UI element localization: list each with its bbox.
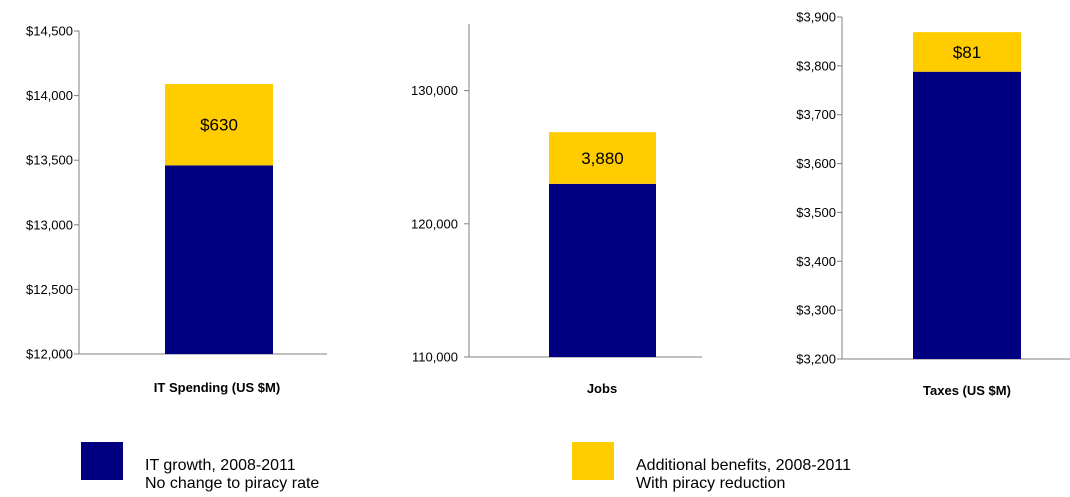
data-label: $630 bbox=[200, 116, 238, 135]
y-tick-label: $3,800 bbox=[796, 58, 836, 73]
legend-label-line2: With piracy reduction bbox=[636, 475, 786, 492]
y-tick-label: 130,000 bbox=[411, 83, 458, 98]
y-tick-label: $14,500 bbox=[26, 24, 73, 39]
y-tick-label: $13,000 bbox=[26, 217, 73, 232]
bar-segment-base bbox=[549, 183, 656, 357]
data-label: 3,880 bbox=[581, 149, 624, 168]
y-tick-label: $3,600 bbox=[796, 156, 836, 171]
y-tick-label: $3,900 bbox=[796, 10, 836, 25]
chart-title: Taxes (US $M) bbox=[923, 383, 1011, 398]
bar-segment-additional bbox=[549, 132, 656, 184]
y-tick-label: $14,000 bbox=[26, 88, 73, 103]
y-tick-label: $3,400 bbox=[796, 254, 836, 269]
chart-title: IT Spending (US $M) bbox=[154, 380, 280, 395]
y-tick-label: $12,500 bbox=[26, 282, 73, 297]
chart-title: Jobs bbox=[587, 381, 617, 396]
y-tick-label: 110,000 bbox=[412, 350, 458, 365]
legend-swatch-additional bbox=[572, 442, 614, 480]
legend-label-line2: No change to piracy rate bbox=[145, 475, 320, 492]
data-label: $81 bbox=[953, 43, 981, 62]
y-tick-label: $3,500 bbox=[796, 205, 836, 220]
y-tick-label: $12,000 bbox=[26, 347, 73, 362]
bar-segment-additional bbox=[913, 32, 1021, 72]
legend-item-additional-benefits: Additional benefits, 2008-2011 With pira… bbox=[572, 442, 851, 493]
bar-segment-base bbox=[913, 71, 1021, 359]
bar-segment-additional bbox=[165, 83, 273, 166]
y-tick-label: $13,500 bbox=[26, 153, 73, 168]
bar-segment-base bbox=[165, 165, 273, 354]
legend-label-line1: IT growth, 2008-2011 bbox=[145, 457, 296, 474]
y-tick-label: $3,200 bbox=[796, 352, 836, 367]
y-tick-label: $3,300 bbox=[796, 303, 836, 318]
legend-label-line1: Additional benefits, 2008-2011 bbox=[636, 457, 851, 474]
y-tick-label: 120,000 bbox=[411, 216, 458, 231]
legend-swatch-base bbox=[81, 442, 123, 480]
y-tick-label: $3,700 bbox=[796, 107, 836, 122]
legend-item-it-growth: IT growth, 2008-2011 No change to piracy… bbox=[81, 442, 319, 493]
